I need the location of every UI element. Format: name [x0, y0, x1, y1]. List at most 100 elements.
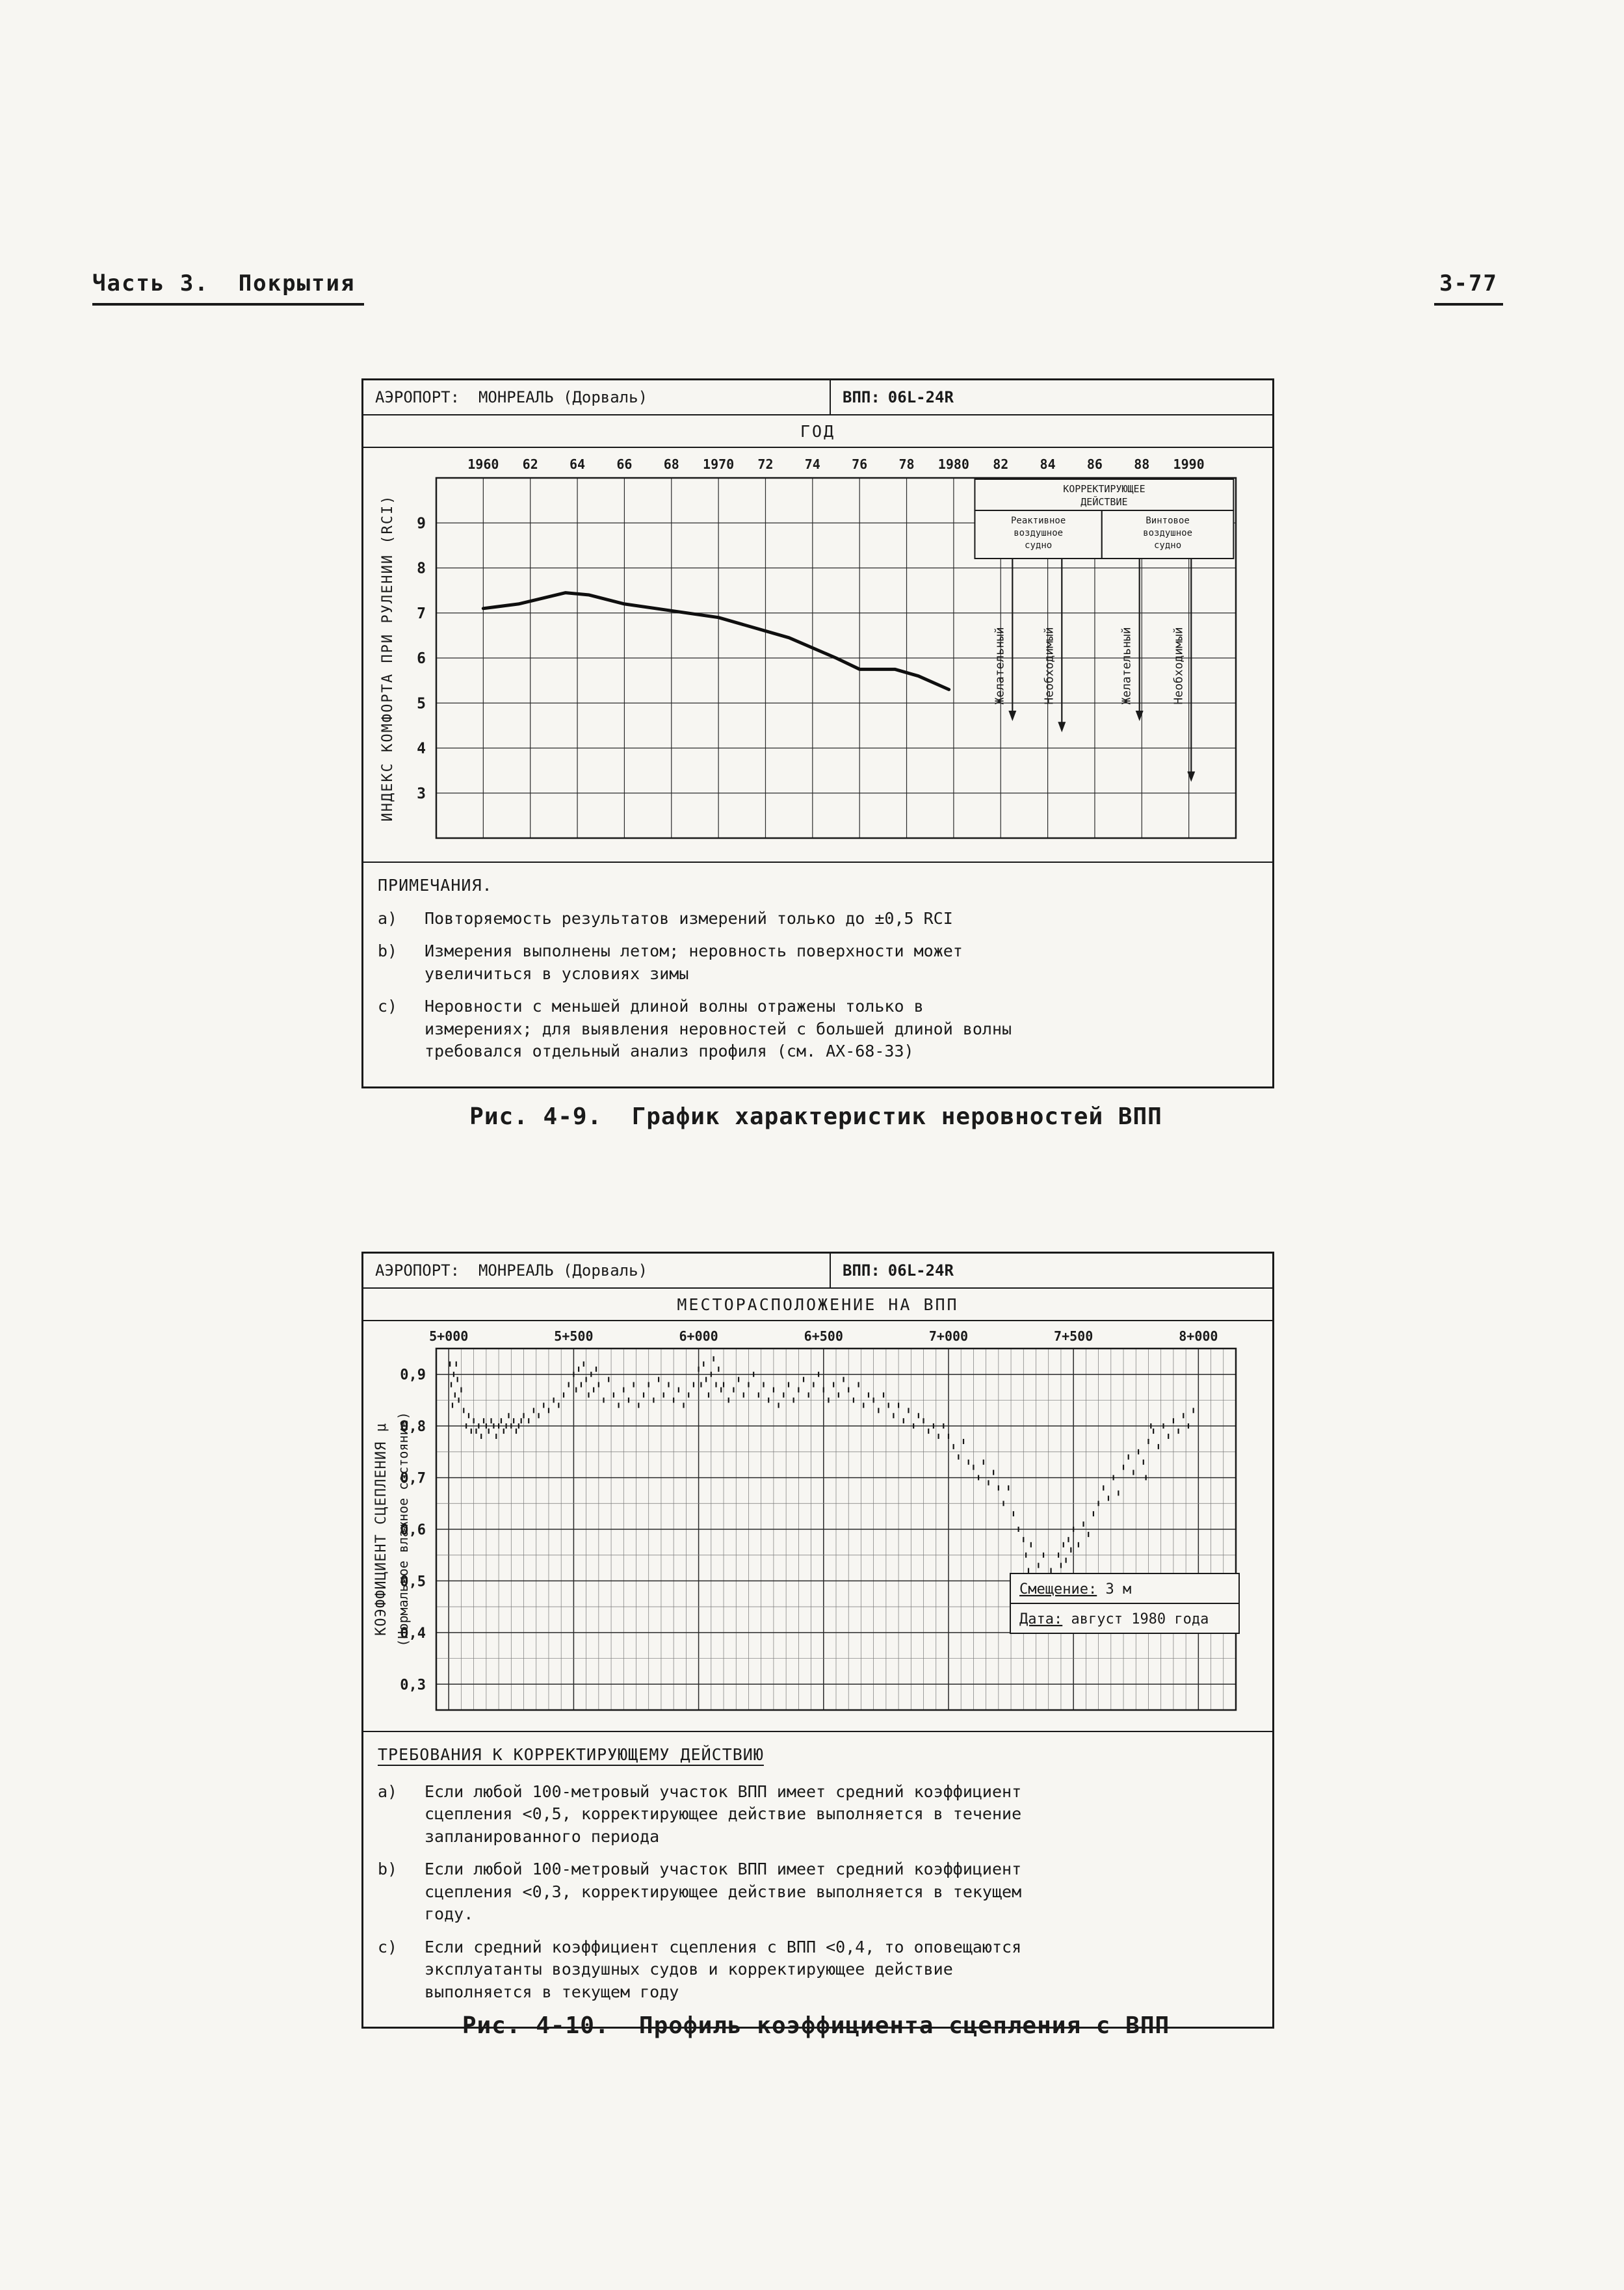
rci-axis-label: ИНДЕКС КОМФОРТА ПРИ РУЛЕНИИ (RCI) [380, 494, 396, 821]
friction-axis-label: КОЭФФИЦИЕНТ СЦЕПЛЕНИЯ μ [373, 1423, 389, 1636]
figure-4-9: АЭРОПОРТ: МОНРЕАЛЬ (Дорваль) ВПП: 06L-24… [361, 378, 1274, 1088]
svg-text:0,7: 0,7 [400, 1471, 426, 1487]
note-text: Неровности с меньшей длиной волны отраже… [425, 997, 1012, 1060]
runway-location-title: МЕСТОРАСПОЛОЖЕНИЕ НА ВПП [677, 1295, 959, 1314]
svg-text:6+500: 6+500 [804, 1328, 843, 1344]
requirement-key: c) [378, 1937, 398, 1956]
rci-line-chart: 1960 62 64 66 68 1970 72 74 76 78 1980 82 84 86 88 1990… [380, 456, 1237, 839]
svg-text:6: 6 [417, 650, 426, 667]
svg-text:Реактивное: Реактивное [1011, 516, 1066, 526]
requirement-c: c) Если средний коэффициент сцепления с … [378, 1936, 1258, 2004]
svg-text:66: 66 [616, 456, 632, 472]
note-b: b) Измерения выполнены летом; неровность… [378, 940, 1258, 985]
svg-text:ДЕЙСТВИЕ: ДЕЙСТВИЕ [1080, 495, 1127, 508]
svg-text:0,4: 0,4 [400, 1625, 426, 1642]
svg-text:Винтовое: Винтовое [1146, 516, 1189, 526]
svg-text:0,8: 0,8 [400, 1419, 426, 1435]
svg-text:82: 82 [993, 456, 1008, 472]
runway-value: 06L-24R [887, 1261, 954, 1280]
svg-text:1990: 1990 [1173, 456, 1205, 472]
svg-text:78: 78 [898, 456, 914, 472]
svg-text:судно: судно [1154, 540, 1181, 551]
svg-text:5: 5 [417, 695, 426, 712]
svg-text:Необходимый: Необходимый [1172, 627, 1185, 704]
friction-scatter-chart: 5+000 5+500 6+000 6+500 7+000 7+500 8+000 0,9 0,… [373, 1328, 1240, 1711]
note-key: c) [378, 997, 398, 1016]
svg-text:КОРРЕКТИРУЮЩЕЕ: КОРРЕКТИРУЮЩЕЕ [1063, 483, 1145, 495]
svg-text:84: 84 [1040, 456, 1056, 472]
svg-text:воздушное: воздушное [1143, 528, 1192, 538]
figure-4-9-header-row: АЭРОПОРТ: МОНРЕАЛЬ (Дорваль) ВПП: 06L-24… [363, 380, 1272, 415]
svg-text:1970: 1970 [703, 456, 734, 472]
svg-text:0,5: 0,5 [400, 1573, 426, 1590]
requirement-text: Если средний коэффициент сцепления с ВПП… [425, 1937, 1022, 2001]
svg-text:68: 68 [664, 456, 679, 472]
requirements-section: ТРЕБОВАНИЯ К КОРРЕКТИРУЮЩЕМУ ДЕЙСТВИЮ a)… [363, 1731, 1272, 2027]
svg-text:76: 76 [852, 456, 867, 472]
chart1-top-axis-title: ГОД [363, 415, 1272, 448]
friction-axis-sublabel: (Нормальное влажное состояние) [395, 1412, 411, 1646]
notes-title: ПРИМЕЧАНИЯ. [378, 876, 493, 895]
svg-text:4: 4 [417, 741, 426, 757]
svg-text:64: 64 [570, 456, 585, 472]
year-axis-title: ГОД [800, 421, 836, 441]
svg-text:88: 88 [1134, 456, 1149, 472]
friction-grid [436, 1349, 1236, 1710]
svg-text:8: 8 [417, 560, 426, 577]
note-key: b) [378, 941, 398, 960]
svg-text:62: 62 [523, 456, 538, 472]
figure-4-9-caption: Рис. 4-9. График характеристик неровност… [469, 1103, 1162, 1130]
note-key: a) [378, 908, 398, 928]
svg-text:0,6: 0,6 [400, 1522, 426, 1538]
runway-label: ВПП: 06L-24R [831, 380, 954, 414]
runway-label: ВПП: 06L-24R [831, 1254, 954, 1287]
figure-4-10-header-row: АЭРОПОРТ: МОНРЕАЛЬ (Дорваль) ВПП: 06L-24… [363, 1254, 1272, 1289]
rci-grid [436, 478, 1236, 838]
rci-series-line [481, 591, 951, 691]
chart-legend: Смещение: 3 м Дата: август 1980 года [1010, 1573, 1240, 1634]
svg-text:воздушное: воздушное [1014, 528, 1063, 538]
airport-label: АЭРОПОРТ: МОНРЕАЛЬ (Дорваль) [363, 1254, 831, 1287]
svg-text:74: 74 [805, 456, 820, 472]
svg-text:0,3: 0,3 [400, 1677, 426, 1693]
svg-text:Смещение: 3 м: Смещение: 3 м [1019, 1581, 1131, 1598]
svg-text:8+000: 8+000 [1179, 1328, 1218, 1344]
chapter-title: Часть 3. Покрытия [92, 270, 365, 306]
requirement-a: a) Если любой 100-метровый участок ВПП и… [378, 1781, 1258, 1849]
requirements-title: ТРЕБОВАНИЯ К КОРРЕКТИРУЮЩЕМУ ДЕЙСТВИЮ [378, 1745, 764, 1764]
runway-value: 06L-24R [887, 388, 954, 406]
svg-text:1960: 1960 [467, 456, 499, 472]
figure-4-10: АЭРОПОРТ: МОНРЕАЛЬ (Дорваль) ВПП: 06L-24… [361, 1252, 1274, 2029]
svg-text:7: 7 [417, 605, 426, 622]
svg-text:3: 3 [417, 785, 426, 802]
requirement-key: b) [378, 1860, 398, 1878]
svg-text:1980: 1980 [938, 456, 969, 472]
svg-text:7+500: 7+500 [1054, 1328, 1093, 1344]
svg-text:судно: судно [1025, 540, 1052, 551]
note-text: Измерения выполнены летом; неровность по… [425, 941, 963, 983]
page-number: 3-77 [1434, 270, 1503, 306]
svg-text:Желательный: Желательный [1120, 627, 1134, 704]
requirement-text: Если любой 100-метровый участок ВПП имее… [425, 1782, 1022, 1846]
requirement-key: a) [378, 1782, 398, 1801]
svg-text:Дата: август 1980 года: Дата: август 1980 года [1019, 1611, 1209, 1627]
svg-text:7+000: 7+000 [929, 1328, 968, 1344]
svg-text:Необходимый: Необходимый [1042, 627, 1056, 704]
requirement-b: b) Если любой 100-метровый участок ВПП и… [378, 1858, 1258, 1926]
note-c: c) Неровности с меньшей длиной волны отр… [378, 995, 1258, 1063]
friction-tick-labels: 5+000 5+500 6+000 6+500 7+000 7+500 8+000 0,9 0,… [400, 1328, 1218, 1693]
airport-label: АЭРОПОРТ: МОНРЕАЛЬ (Дорваль) [363, 380, 831, 414]
requirement-text: Если любой 100-метровый участок ВПП имее… [425, 1860, 1022, 1923]
note-text: Повторяемость результатов измерений толь… [425, 908, 953, 928]
svg-text:72: 72 [757, 456, 773, 472]
svg-text:9: 9 [417, 515, 426, 532]
svg-text:5+500: 5+500 [554, 1328, 593, 1344]
svg-text:5+000: 5+000 [429, 1328, 468, 1344]
svg-text:0,9: 0,9 [400, 1367, 426, 1384]
notes-section: ПРИМЕЧАНИЯ. a) Повторяемость результатов… [363, 862, 1272, 1086]
chart2-top-axis-title: МЕСТОРАСПОЛОЖЕНИЕ НА ВПП [363, 1289, 1272, 1321]
rci-tick-labels: 1960 62 64 66 68 1970 72 74 76 78 1980 82 84 86 88 1990… [417, 456, 1205, 802]
svg-text:6+000: 6+000 [679, 1328, 718, 1344]
runway-key: ВПП: [843, 388, 880, 406]
